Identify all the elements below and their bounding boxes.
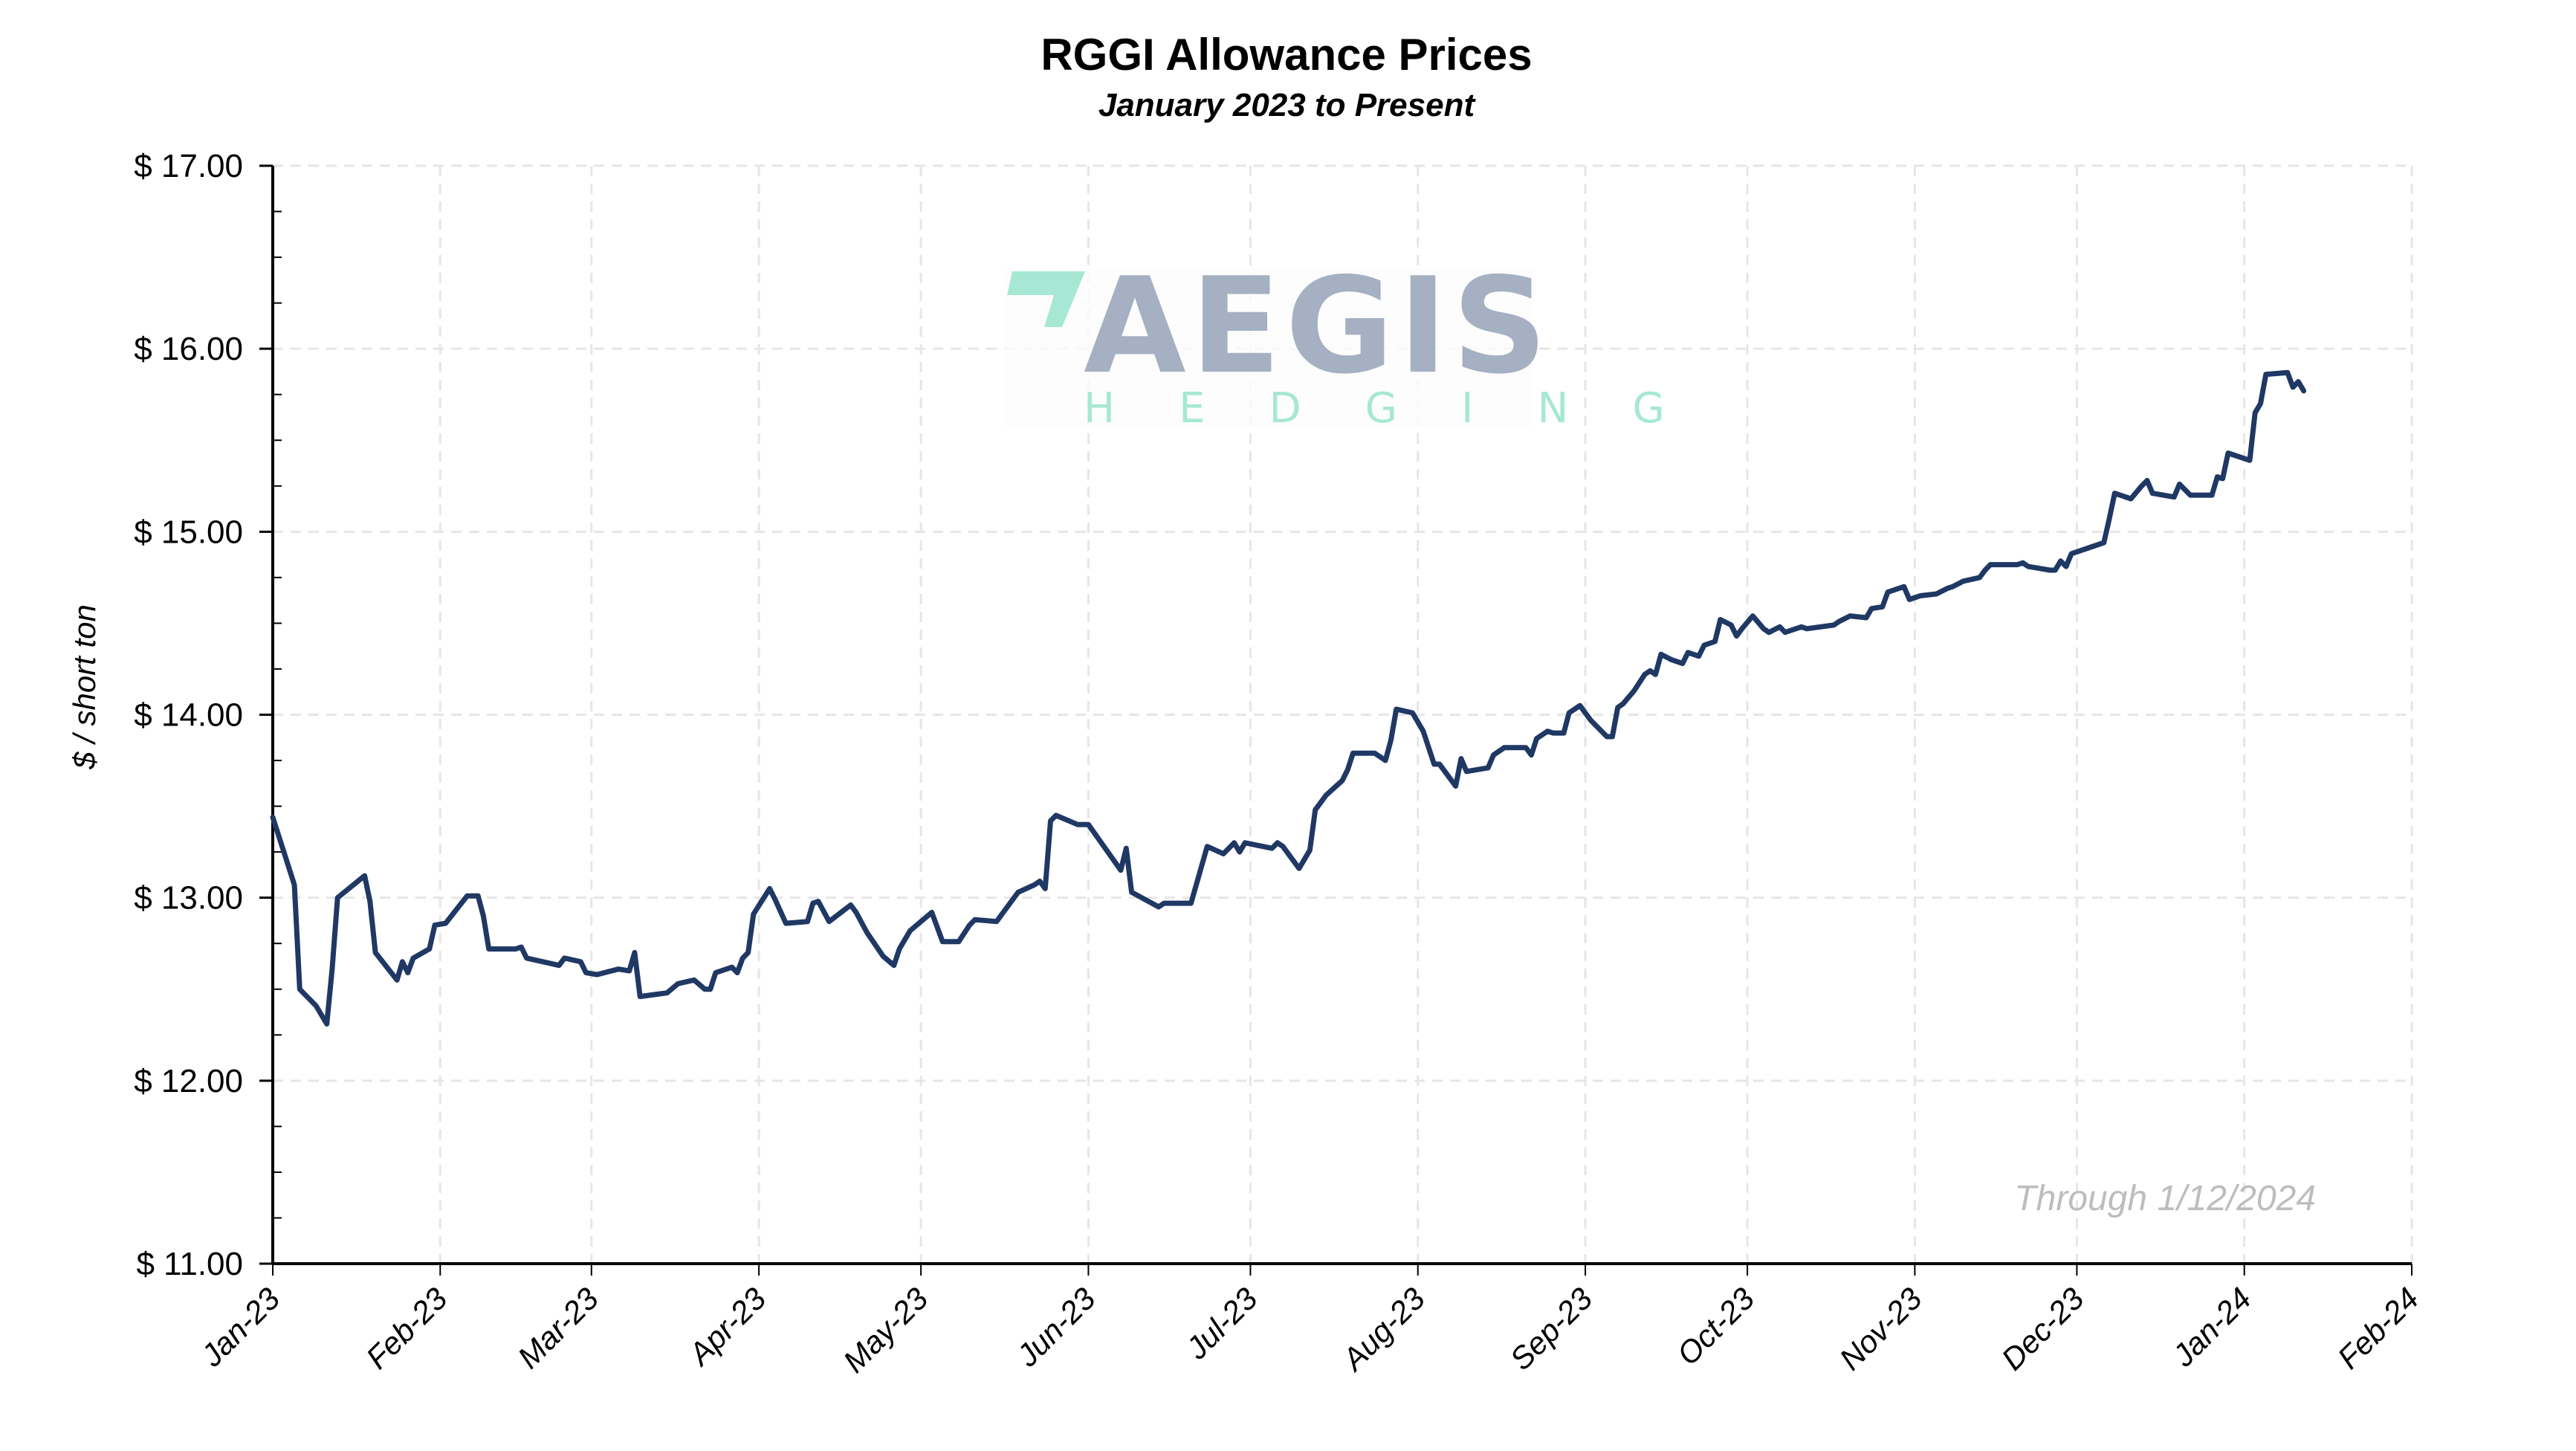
logo-background: [1005, 269, 1534, 427]
y-axis-label: $ / short ton: [67, 604, 102, 770]
y-tick-label: $ 17.00: [134, 148, 243, 184]
x-tick-label: Jan-23: [194, 1281, 287, 1374]
chart-title: RGGI Allowance Prices: [1041, 30, 1532, 80]
x-tick-label: Jun-23: [1009, 1281, 1102, 1374]
logo-tagline: HEDGING: [1084, 384, 1729, 433]
y-tick-label: $ 14.00: [134, 697, 243, 734]
price-line: [270, 369, 2307, 1027]
y-tick-label: $ 16.00: [134, 331, 243, 367]
x-tick-label: Feb-24: [2331, 1281, 2425, 1375]
aegis-hedging-logo: AEGIS HEDGING: [1005, 249, 1729, 433]
through-date-annotation: Through 1/12/2024: [2014, 1179, 2316, 1218]
x-tick-label: May-23: [836, 1281, 934, 1379]
x-tick-label: Jul-23: [1179, 1281, 1264, 1366]
x-tick-label: Feb-23: [359, 1281, 453, 1375]
y-tick-label: $ 15.00: [134, 514, 243, 550]
x-tick-label: Sep-23: [1503, 1281, 1599, 1377]
x-tick-label: Jan-24: [2165, 1281, 2258, 1374]
y-tick-label: $ 11.00: [136, 1246, 243, 1282]
x-tick-label: Apr-23: [680, 1281, 772, 1373]
logo-mark-icon: [1007, 271, 1085, 327]
series-layer: [270, 369, 2307, 1027]
x-tick-label: Mar-23: [511, 1281, 605, 1375]
x-tick-label: Aug-23: [1334, 1281, 1431, 1378]
logo-wordmark: AEGIS: [1084, 249, 1552, 403]
x-tick-label: Oct-23: [1670, 1281, 1761, 1371]
x-tick-label: Nov-23: [1833, 1281, 1929, 1377]
y-tick-label: $ 12.00: [134, 1063, 243, 1099]
x-tick-label: Dec-23: [1995, 1281, 2091, 1377]
chart-subtitle: January 2023 to Present: [1098, 87, 1477, 123]
y-tick-label: $ 13.00: [134, 880, 243, 917]
